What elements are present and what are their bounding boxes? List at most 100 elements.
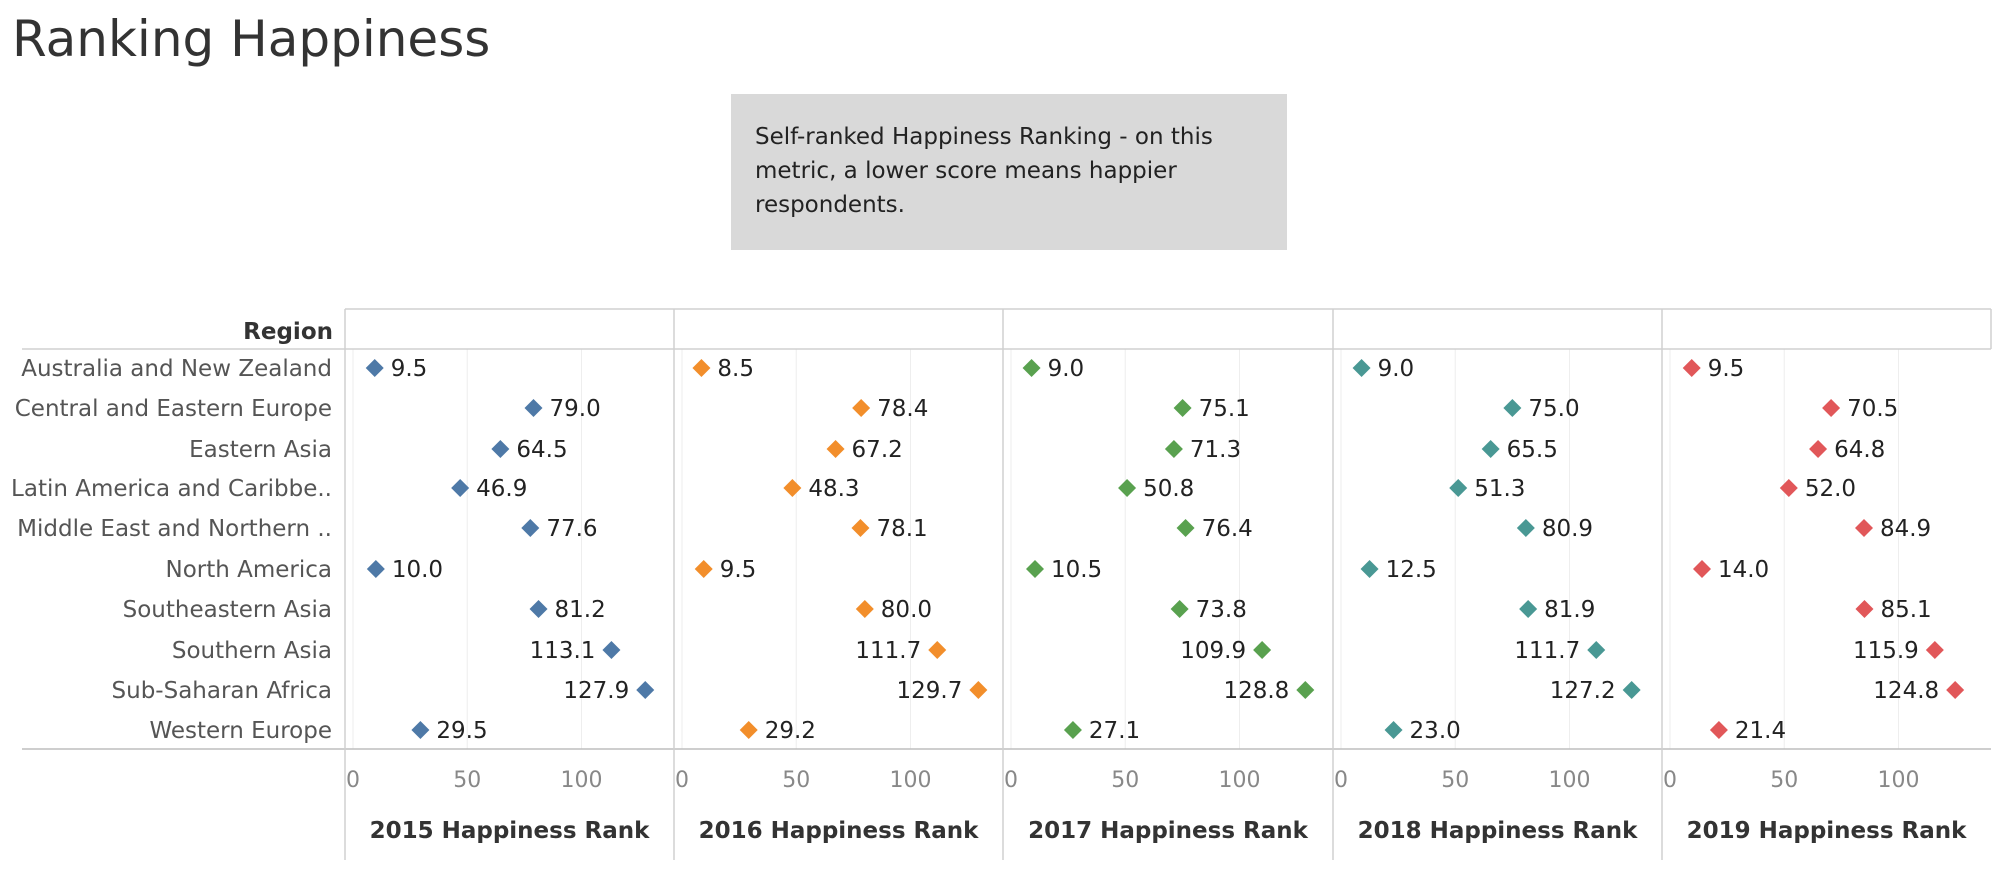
data-label: 78.1 [876, 516, 927, 542]
region-label: Southern Asia [172, 638, 332, 664]
data-point-diamond [1296, 681, 1314, 699]
data-label: 77.6 [546, 516, 597, 542]
data-label: 85.1 [1880, 597, 1931, 623]
region-label: North America [165, 557, 332, 583]
data-point-diamond [1623, 681, 1641, 699]
data-label: 29.2 [765, 718, 816, 744]
x-tick-label: 100 [890, 768, 932, 793]
x-axis-title: 2018 Happiness Rank [1358, 818, 1639, 844]
data-label: 10.0 [392, 557, 443, 583]
data-point-diamond [856, 600, 874, 618]
data-point-diamond [852, 399, 870, 417]
region-label: Southeastern Asia [123, 597, 332, 623]
data-label: 12.5 [1386, 557, 1437, 583]
data-label: 71.3 [1190, 437, 1241, 463]
data-label: 129.7 [897, 678, 963, 704]
data-label: 9.0 [1378, 356, 1415, 382]
data-label: 48.3 [808, 476, 859, 502]
data-point-diamond [366, 359, 384, 377]
data-point-diamond [969, 681, 987, 699]
data-point-diamond [1482, 440, 1500, 458]
data-point-diamond [1503, 399, 1521, 417]
data-label: 81.9 [1544, 597, 1595, 623]
region-label: Sub-Saharan Africa [112, 678, 332, 704]
data-label: 52.0 [1805, 476, 1856, 502]
data-point-diamond [1353, 359, 1371, 377]
data-point-diamond [530, 600, 548, 618]
data-point-diamond [692, 359, 710, 377]
data-point-diamond [1780, 479, 1798, 497]
data-point-diamond [1855, 600, 1873, 618]
data-point-diamond [1449, 479, 1467, 497]
data-label: 64.8 [1834, 437, 1885, 463]
data-point-diamond [928, 641, 946, 659]
x-tick-label: 50 [1441, 768, 1469, 793]
region-label: Central and Eastern Europe [15, 396, 332, 422]
x-tick-label: 50 [782, 768, 810, 793]
x-tick-label: 0 [1004, 768, 1018, 793]
data-point-diamond [367, 560, 385, 578]
data-point-diamond [740, 721, 758, 739]
data-point-diamond [1177, 519, 1195, 537]
data-label: 50.8 [1143, 476, 1194, 502]
data-label: 109.9 [1180, 638, 1246, 664]
row-header-label: Region [243, 319, 333, 345]
x-tick-label: 50 [453, 768, 481, 793]
data-point-diamond [1165, 440, 1183, 458]
region-label: Middle East and Northern .. [17, 516, 332, 542]
data-point-diamond [1171, 600, 1189, 618]
data-label: 78.4 [877, 396, 928, 422]
data-point-diamond [1946, 681, 1964, 699]
x-tick-label: 100 [561, 768, 603, 793]
data-point-diamond [1118, 479, 1136, 497]
data-label: 75.0 [1528, 396, 1579, 422]
data-label: 113.1 [530, 638, 596, 664]
data-point-diamond [1710, 721, 1728, 739]
data-label: 46.9 [476, 476, 527, 502]
data-label: 128.8 [1223, 678, 1289, 704]
data-point-diamond [695, 560, 713, 578]
data-point-diamond [1026, 560, 1044, 578]
data-point-diamond [411, 721, 429, 739]
data-label: 124.8 [1873, 678, 1939, 704]
data-label: 111.7 [855, 638, 921, 664]
data-point-diamond [1693, 560, 1711, 578]
data-label: 51.3 [1474, 476, 1525, 502]
data-point-diamond [1683, 359, 1701, 377]
data-label: 8.5 [717, 356, 754, 382]
data-label: 80.9 [1542, 516, 1593, 542]
data-point-diamond [1174, 399, 1192, 417]
data-point-diamond [1926, 641, 1944, 659]
data-point-diamond [827, 440, 845, 458]
data-point-diamond [636, 681, 654, 699]
x-tick-label: 0 [1663, 768, 1677, 793]
data-point-diamond [1855, 519, 1873, 537]
data-label: 81.2 [555, 597, 606, 623]
data-label: 115.9 [1853, 638, 1919, 664]
data-label: 10.5 [1051, 557, 1102, 583]
data-label: 27.1 [1089, 718, 1140, 744]
data-label: 75.1 [1199, 396, 1250, 422]
data-label: 73.8 [1196, 597, 1247, 623]
data-label: 67.2 [852, 437, 903, 463]
x-tick-label: 50 [1111, 768, 1139, 793]
data-label: 76.4 [1202, 516, 1253, 542]
data-label: 23.0 [1410, 718, 1461, 744]
data-point-diamond [1822, 399, 1840, 417]
x-tick-label: 50 [1770, 768, 1798, 793]
x-tick-label: 0 [1334, 768, 1348, 793]
x-tick-label: 0 [346, 768, 360, 793]
data-label: 80.0 [881, 597, 932, 623]
data-point-diamond [602, 641, 620, 659]
data-label: 84.9 [1880, 516, 1931, 542]
data-label: 9.5 [720, 557, 757, 583]
x-axis-title: 2017 Happiness Rank [1028, 818, 1309, 844]
x-axis-title: 2019 Happiness Rank [1687, 818, 1968, 844]
data-point-diamond [1253, 641, 1271, 659]
data-label: 14.0 [1718, 557, 1769, 583]
region-label: Eastern Asia [189, 437, 332, 463]
data-label: 111.7 [1514, 638, 1580, 664]
data-point-diamond [1587, 641, 1605, 659]
data-point-diamond [521, 519, 539, 537]
